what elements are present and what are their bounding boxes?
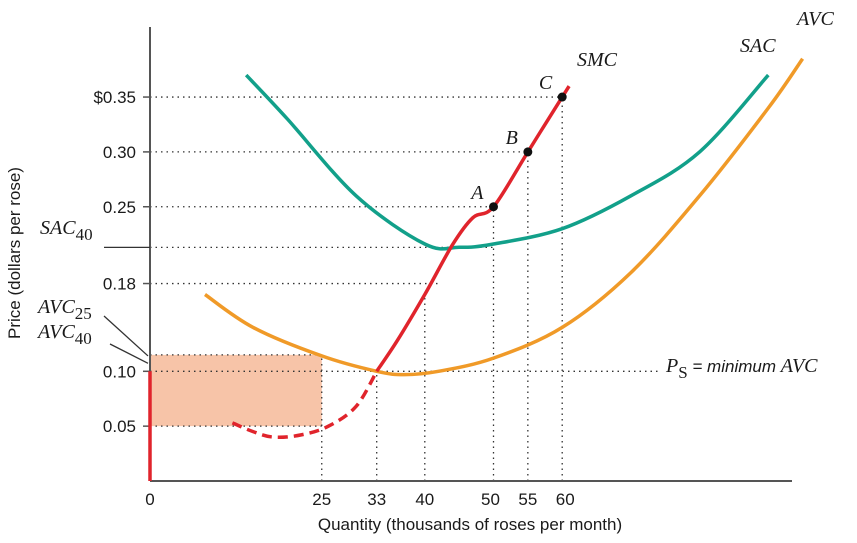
- x-tick-label: 0: [145, 490, 154, 509]
- point-label-c: C: [539, 72, 553, 94]
- avc25-leader: [103, 315, 149, 357]
- x-axis-title: Quantity (thousands of roses per month): [318, 515, 622, 534]
- sac40-label: SAC40: [40, 217, 93, 244]
- ps-label: PS = minimum AVC: [665, 355, 818, 382]
- y-tick-label: 0.05: [103, 417, 136, 436]
- sac-curve: [244, 73, 770, 251]
- smc-curve-dashed: [231, 370, 379, 440]
- point-label-b: B: [506, 127, 518, 149]
- avc-label: AVC: [795, 8, 834, 30]
- sac-label: SAC: [740, 35, 776, 57]
- point-b: [523, 147, 533, 157]
- x-tick-label: 60: [556, 490, 575, 509]
- point-a: [489, 202, 498, 212]
- y-tick-label: $0.35: [93, 88, 136, 107]
- y-tick-label: 0.10: [103, 362, 136, 381]
- shaded-rectangle: [150, 354, 322, 427]
- y-axis-title: Price (dollars per rose): [5, 167, 24, 339]
- avc25-label: AVC25: [36, 296, 92, 323]
- avc-curve: [203, 57, 805, 377]
- point-label-a: A: [469, 182, 484, 204]
- y-tick-label: 0.25: [103, 198, 136, 217]
- x-tick-label: 50: [481, 490, 500, 509]
- smc-curve: [375, 85, 571, 373]
- avc40-label: AVC40: [36, 321, 92, 348]
- shaded-loss-area: [150, 354, 322, 427]
- x-tick-label: 33: [367, 490, 386, 509]
- x-tick-label: 40: [415, 490, 434, 509]
- x-tick-label: 25: [312, 490, 331, 509]
- avc40-leader: [109, 343, 149, 364]
- marked-points: A B C: [469, 72, 567, 212]
- curves: [148, 57, 805, 481]
- y-tick-label: 0.30: [103, 143, 136, 162]
- y-tick-label: 0.18: [103, 275, 136, 294]
- dotted-guidelines: [150, 96, 660, 481]
- smc-label: SMC: [577, 49, 618, 71]
- x-tick-label: 55: [518, 490, 537, 509]
- axes: 0.05 0.10 0.18 0.25 0.30 $0.35 0 25 33 40 50 55 60 Qu…: [5, 27, 792, 534]
- point-c: [557, 92, 567, 102]
